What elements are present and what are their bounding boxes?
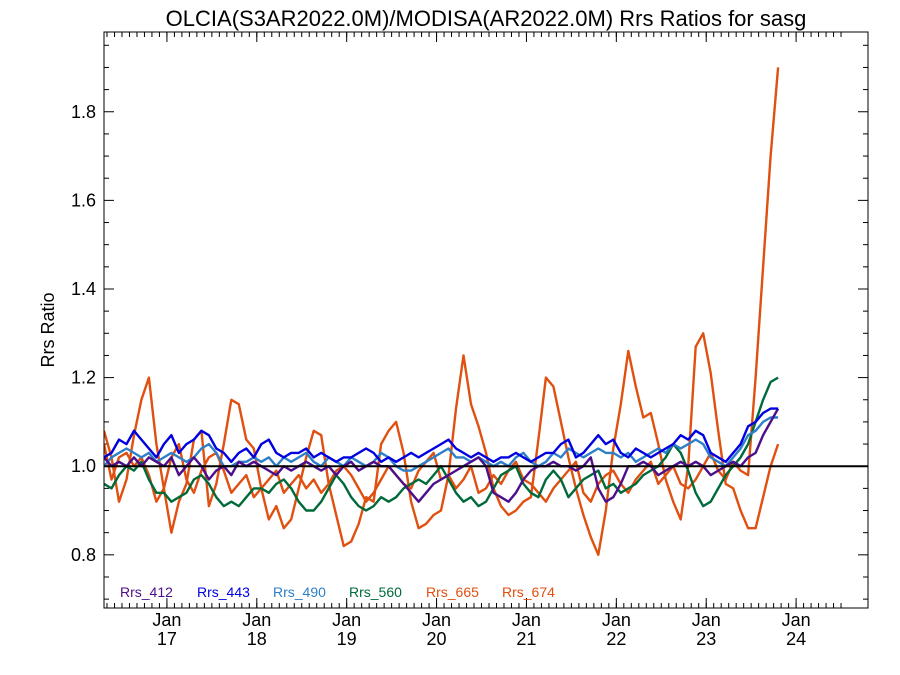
x-tick-label-month: Jan bbox=[692, 610, 721, 630]
x-tick-label-month: Jan bbox=[782, 610, 811, 630]
y-tick-label: 0.8 bbox=[71, 545, 96, 565]
y-tick-label: 1.2 bbox=[71, 368, 96, 388]
series-line-rrs-674 bbox=[104, 332, 780, 556]
x-tick-label-year: 17 bbox=[157, 629, 177, 649]
y-axis-label: Rrs Ratio bbox=[38, 292, 58, 367]
y-tick-label: 1.6 bbox=[71, 190, 96, 210]
series-group bbox=[104, 67, 780, 556]
plot-frame bbox=[103, 31, 869, 609]
x-tick-label-month: Jan bbox=[422, 610, 451, 630]
series-line-rrs-443 bbox=[104, 407, 779, 463]
legend-item-rrs-560: Rrs_560 bbox=[349, 584, 402, 600]
legend-item-rrs-665: Rrs_665 bbox=[426, 584, 479, 600]
y-tick-label: 1.4 bbox=[71, 279, 96, 299]
y-tick-label: 1.0 bbox=[71, 456, 96, 476]
x-tick-label-month: Jan bbox=[242, 610, 271, 630]
legend-item-rrs-674: Rrs_674 bbox=[502, 584, 555, 600]
x-tick-label-year: 18 bbox=[247, 629, 267, 649]
legend-item-rrs-412: Rrs_412 bbox=[120, 584, 173, 600]
chart-title: OLCIA(S3AR2022.0M)/MODISA(AR2022.0M) Rrs… bbox=[166, 6, 807, 31]
x-tick-label-month: Jan bbox=[602, 610, 631, 630]
series-line-rrs-490 bbox=[104, 416, 779, 472]
x-tick-label-year: 23 bbox=[696, 629, 716, 649]
legend-item-rrs-490: Rrs_490 bbox=[273, 584, 326, 600]
x-tick-label-month: Jan bbox=[152, 610, 181, 630]
plot-area: 0.81.01.21.41.61.8Jan17Jan18Jan19Jan20Ja… bbox=[71, 31, 869, 649]
x-tick-label-year: 24 bbox=[786, 629, 806, 649]
x-tick-label-month: Jan bbox=[512, 610, 541, 630]
legend-item-rrs-443: Rrs_443 bbox=[197, 584, 250, 600]
y-tick-label: 1.8 bbox=[71, 102, 96, 122]
x-tick-label-year: 21 bbox=[516, 629, 536, 649]
series-line-rrs-412 bbox=[104, 408, 780, 503]
x-tick-label-month: Jan bbox=[332, 610, 361, 630]
x-tick-label-year: 20 bbox=[427, 629, 447, 649]
x-tick-label-year: 19 bbox=[337, 629, 357, 649]
x-tick-label-year: 22 bbox=[606, 629, 626, 649]
